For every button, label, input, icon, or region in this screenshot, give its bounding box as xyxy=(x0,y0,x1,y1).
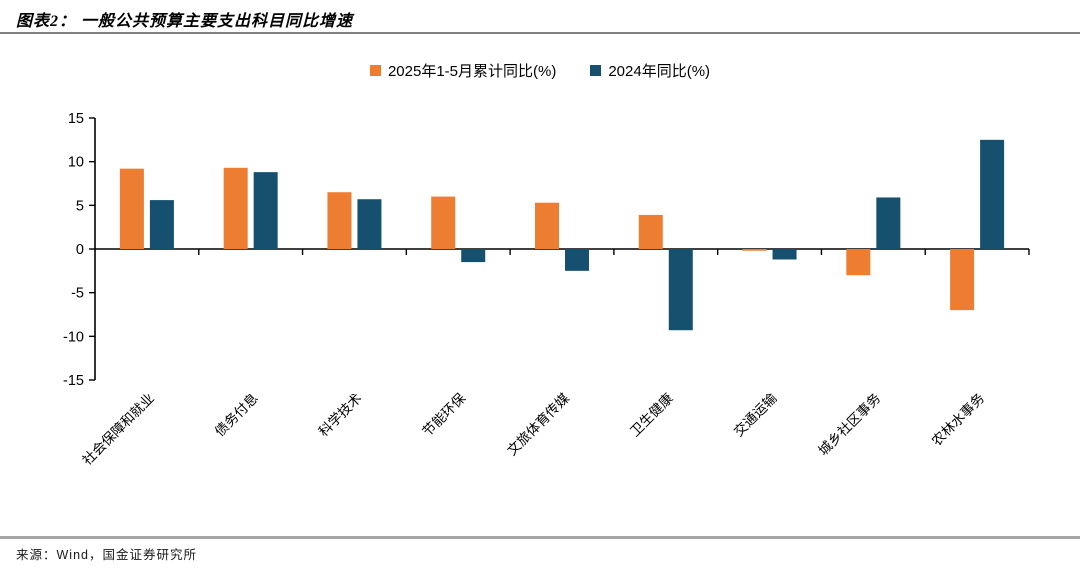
y-axis-label: -5 xyxy=(71,286,84,302)
bar-2024年同比(%)-科学技术 xyxy=(357,199,382,249)
x-axis-category-label: 科学技术 xyxy=(316,391,365,440)
bar-2025年1-5月累计同比(%)-城乡社区事务 xyxy=(846,249,871,276)
x-axis-category-label: 农林水事务 xyxy=(929,391,987,449)
y-axis-label: 5 xyxy=(76,198,84,214)
legend-label: 2025年1-5月累计同比(%) xyxy=(387,63,557,80)
bar-2025年1-5月累计同比(%)-科学技术 xyxy=(327,192,352,249)
x-axis-category-label: 城乡社区事务 xyxy=(816,391,884,459)
x-axis-category-label: 节能环保 xyxy=(420,390,469,439)
bar-2024年同比(%)-债务付息 xyxy=(253,172,278,249)
x-axis-category-label: 社会保障和就业 xyxy=(80,391,157,468)
y-axis-label: -15 xyxy=(63,373,84,389)
legend-item-1: 2024年同比(%) xyxy=(590,60,710,81)
x-axis-category-label: 文旅体育传媒 xyxy=(504,390,572,458)
bar-2025年1-5月累计同比(%)-交通运输 xyxy=(742,249,767,251)
y-axis-label: 10 xyxy=(68,155,84,171)
x-axis-category-label: 债务付息 xyxy=(211,390,260,439)
bar-2024年同比(%)-节能环保 xyxy=(461,249,486,263)
bar-2025年1-5月累计同比(%)-农林水事务 xyxy=(950,249,975,311)
x-axis-category-label: 交通运输 xyxy=(730,389,780,439)
bar-2024年同比(%)-农林水事务 xyxy=(980,139,1005,249)
bar-2025年1-5月累计同比(%)-节能环保 xyxy=(431,196,456,249)
bar-2024年同比(%)-社会保障和就业 xyxy=(149,200,174,249)
x-axis-category-label: 卫生健康 xyxy=(626,389,676,439)
legend-swatch-icon xyxy=(590,65,602,76)
y-axis-label: 0 xyxy=(76,242,84,258)
bar-2025年1-5月累计同比(%)-债务付息 xyxy=(223,167,248,249)
bar-2025年1-5月累计同比(%)-文旅体育传媒 xyxy=(535,202,559,249)
title-divider xyxy=(0,32,1080,34)
footer-divider xyxy=(0,536,1080,539)
y-axis-label: -10 xyxy=(63,329,84,345)
bar-2024年同比(%)-交通运输 xyxy=(772,249,797,260)
bar-2024年同比(%)-文旅体育传媒 xyxy=(565,249,589,271)
legend-item-0: 2025年1-5月累计同比(%) xyxy=(369,60,557,81)
legend-swatch-icon xyxy=(369,65,381,76)
bar-2024年同比(%)-卫生健康 xyxy=(668,249,693,331)
bar-2024年同比(%)-城乡社区事务 xyxy=(876,197,901,249)
legend-label: 2024年同比(%) xyxy=(608,63,711,80)
bar-2025年1-5月累计同比(%)-社会保障和就业 xyxy=(119,168,144,249)
chart-legend: 2025年1-5月累计同比(%) 2024年同比(%) xyxy=(0,60,1080,81)
source-note: 来源：Wind，国金证券研究所 xyxy=(16,548,197,562)
y-axis-label: 15 xyxy=(68,111,84,127)
bar-2025年1-5月累计同比(%)-卫生健康 xyxy=(638,214,663,249)
chart-title: 图表2： 一般公共预算主要支出科目同比增速 xyxy=(16,13,354,30)
